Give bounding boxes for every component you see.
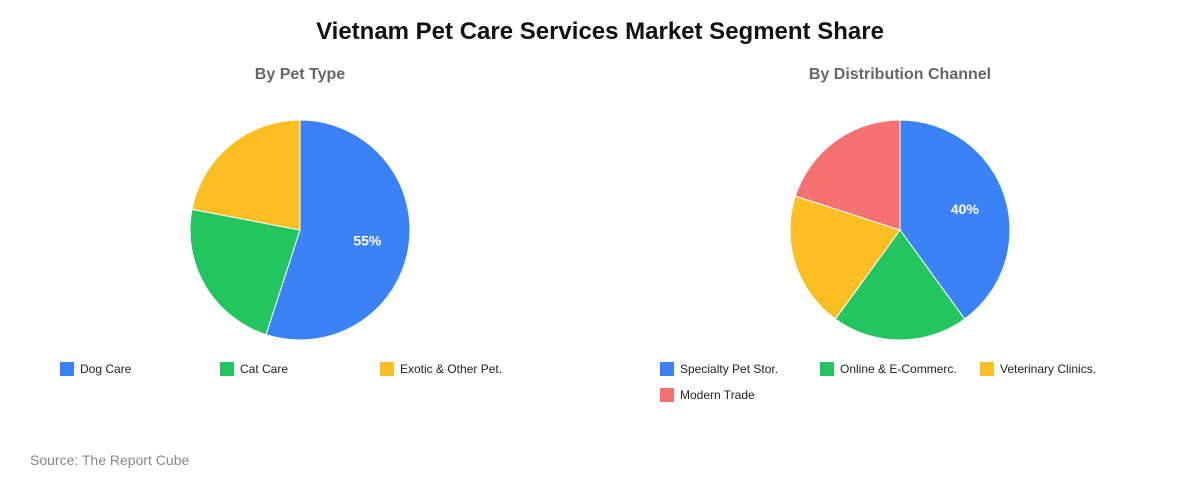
legend-label: Online & E-Commerc.: [840, 362, 957, 376]
page-title: Vietnam Pet Care Services Market Segment…: [316, 18, 884, 45]
legend-label: Exotic & Other Pet.: [400, 362, 503, 376]
legend-item-veterinary-clinics: Veterinary Clinics.: [980, 361, 1140, 377]
pie-slice-veterinary-clinics: [789, 195, 901, 320]
pie-slice-cat-care: [189, 208, 301, 336]
pie-svg: 55%: [189, 119, 411, 341]
legend-item-cat-care: Cat Care: [220, 361, 380, 377]
legend-swatch: [660, 388, 674, 402]
legend-item-modern-trade: Modern Trade: [660, 387, 820, 403]
chart-legend: Dog Care Cat Care Exotic & Other Pet.: [60, 361, 540, 377]
legend-label: Dog Care: [80, 362, 132, 376]
pie-data-label: 40%: [951, 201, 980, 217]
pie-svg: 40%: [789, 119, 1011, 341]
legend-swatch: [820, 362, 834, 376]
pie-slice-modern-trade: [794, 119, 901, 231]
legend-swatch: [60, 362, 74, 376]
chart-legend: Specialty Pet Stor. Online & E-Commerc. Ve…: [660, 361, 1140, 403]
legend-swatch: [380, 362, 394, 376]
pie-chart-pet-type: By Pet Type 55% Dog Care Cat Care Exotic &…: [0, 66, 600, 426]
legend-label: Specialty Pet Stor.: [680, 362, 779, 376]
legend-swatch: [220, 362, 234, 376]
source-note: Source: The Report Cube: [30, 452, 190, 468]
pie-slice-exotic-other-pet: [191, 119, 301, 231]
legend-item-specialty-pet-stor: Specialty Pet Stor.: [660, 361, 820, 377]
chart-subtitle: By Pet Type: [254, 66, 346, 83]
pie-chart-distribution-channel: By Distribution Channel 40% Specialty Pe…: [600, 66, 1200, 426]
pie-slice-online-e-commerc: [834, 229, 966, 341]
legend-item-online-e-commerc: Online & E-Commerc.: [820, 361, 980, 377]
pie-slice-specialty-pet-stor: [899, 119, 1011, 320]
chart-subtitle: By Distribution Channel: [808, 66, 992, 83]
pie-slice-dog-care: [265, 119, 411, 341]
legend-item-exotic-other-pet: Exotic & Other Pet.: [380, 361, 540, 377]
pie-data-label: 55%: [353, 233, 382, 249]
legend-label: Cat Care: [240, 362, 289, 376]
legend-label: Veterinary Clinics.: [1000, 362, 1097, 376]
legend-item-dog-care: Dog Care: [60, 361, 220, 377]
legend-swatch: [660, 362, 674, 376]
legend-swatch: [980, 362, 994, 376]
legend-label: Modern Trade: [680, 388, 755, 402]
